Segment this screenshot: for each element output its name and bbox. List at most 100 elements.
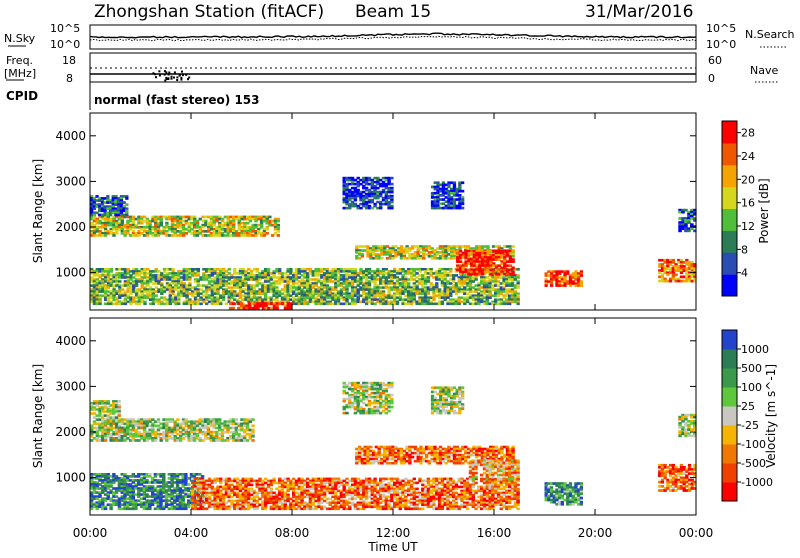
heatmap-cell <box>580 274 583 277</box>
noise-left-tick-top: 10^5 <box>50 22 80 35</box>
heatmap-cell <box>449 294 452 297</box>
colorbar-segment <box>722 165 737 187</box>
noise-right-tick-bottom: 10^0 <box>706 38 736 51</box>
heatmap-cell <box>511 260 514 263</box>
heatmap-cell <box>110 270 113 273</box>
freq-panel: Freq. [MHz] 18 8 60 0 Nave <box>4 53 778 85</box>
noise-left-tick-bottom: 10^0 <box>50 38 80 51</box>
freq-dot <box>185 74 187 76</box>
freq-dot <box>165 77 167 79</box>
colorbar-segment <box>722 187 737 209</box>
freq-dot <box>180 79 182 81</box>
heatmap-cell <box>276 307 279 310</box>
heatmap-cell <box>674 273 677 276</box>
heatmap-cell <box>396 303 399 306</box>
heatmap-cell <box>580 284 583 287</box>
heatmap-cell <box>678 217 682 220</box>
freq-dot <box>158 70 160 72</box>
heatmap-cell <box>516 286 519 289</box>
heatmap-cell <box>365 207 368 210</box>
freq-dot <box>155 76 157 78</box>
heatmap-cell <box>176 418 179 421</box>
heatmap-cell <box>115 232 118 235</box>
heatmap-cell <box>390 201 393 204</box>
colorbar-tick-label: 12 <box>741 220 755 233</box>
freq-dot <box>188 77 190 79</box>
heatmap-cell <box>104 439 107 442</box>
heatmap-cell <box>516 303 519 306</box>
heatmap-cell <box>545 284 548 287</box>
colorbar-tick-label: 16 <box>741 197 755 210</box>
heatmap-cell <box>213 272 216 275</box>
freq-dot <box>164 74 166 76</box>
heatmap-cell <box>390 207 393 210</box>
noise-sky-trace <box>90 33 696 38</box>
velocity-heatmap <box>90 382 697 510</box>
heatmap-cell <box>266 232 269 235</box>
heatmap-cell <box>365 189 368 192</box>
colorbar-segment <box>722 252 737 274</box>
freq-dot <box>176 76 178 78</box>
heatmap-cell <box>148 508 151 511</box>
heatmap-cell <box>474 278 477 281</box>
freq-dot <box>173 77 175 79</box>
heatmap-cell <box>118 280 121 283</box>
freq-right-tick-bottom: 0 <box>708 72 715 85</box>
heatmap-cell <box>415 272 418 275</box>
noise-sky-label: N.Sky <box>4 32 36 45</box>
plot-title: Zhongshan Station (fitACF) <box>94 2 324 22</box>
freq-dot <box>154 73 156 75</box>
heatmap-cell <box>154 439 157 442</box>
heatmap-cell <box>441 303 444 306</box>
date-label: 31/Mar/2016 <box>585 2 693 22</box>
colorbar-tick-label: 20 <box>741 173 755 186</box>
heatmap-cell <box>684 209 688 212</box>
heatmap-cell <box>461 202 464 205</box>
heatmap-cell <box>112 303 115 306</box>
heatmap-cell <box>134 508 137 511</box>
heatmap-cell <box>379 207 382 210</box>
heatmap-cell <box>163 290 166 293</box>
heatmap-cell <box>277 220 280 223</box>
power-ylabel: Slant Range [km] <box>31 159 45 263</box>
heatmap-cell <box>163 270 166 273</box>
heatmap-cell <box>415 280 418 283</box>
heatmap-cell <box>461 190 464 193</box>
colorbar-tick-label: 28 <box>741 127 755 140</box>
freq-left-tick-top: 18 <box>62 54 76 67</box>
heatmap-cell <box>155 294 158 297</box>
heatmap-cell <box>432 298 435 301</box>
freq-dot <box>182 74 184 76</box>
heatmap-cell <box>112 298 115 301</box>
heatmap-cell <box>104 508 107 511</box>
heatmap-cell <box>415 303 418 306</box>
freq-scatter <box>152 70 190 81</box>
freq-dot <box>181 71 183 73</box>
heatmap-cell <box>380 257 383 260</box>
heatmap-cell <box>251 418 254 421</box>
heatmap-cell <box>177 303 180 306</box>
freq-dot <box>165 71 167 73</box>
heatmap-cell <box>365 303 368 306</box>
heatmap-cell <box>213 303 216 306</box>
heatmap-cell <box>232 307 235 310</box>
heatmap-cell <box>415 276 418 279</box>
heatmap-cell <box>361 255 364 258</box>
heatmap-cell <box>125 203 128 206</box>
heatmap-cell <box>188 278 191 281</box>
heatmap-cell <box>187 506 190 509</box>
heatmap-cell <box>415 268 418 271</box>
heatmap-cell <box>466 288 469 291</box>
colorbar-segment <box>722 121 737 143</box>
heatmap-cell <box>516 268 519 271</box>
heatmap-cell <box>550 284 553 287</box>
freq-dot <box>179 75 181 77</box>
noise-panel: N.Sky 10^5 10^0 10^5 10^0 N.Search <box>4 22 795 51</box>
freq-dot <box>171 76 173 78</box>
heatmap-cell <box>163 303 166 306</box>
power-heatmap <box>90 177 697 310</box>
heatmap-cell <box>314 292 317 295</box>
colorbar-segment <box>722 230 737 252</box>
